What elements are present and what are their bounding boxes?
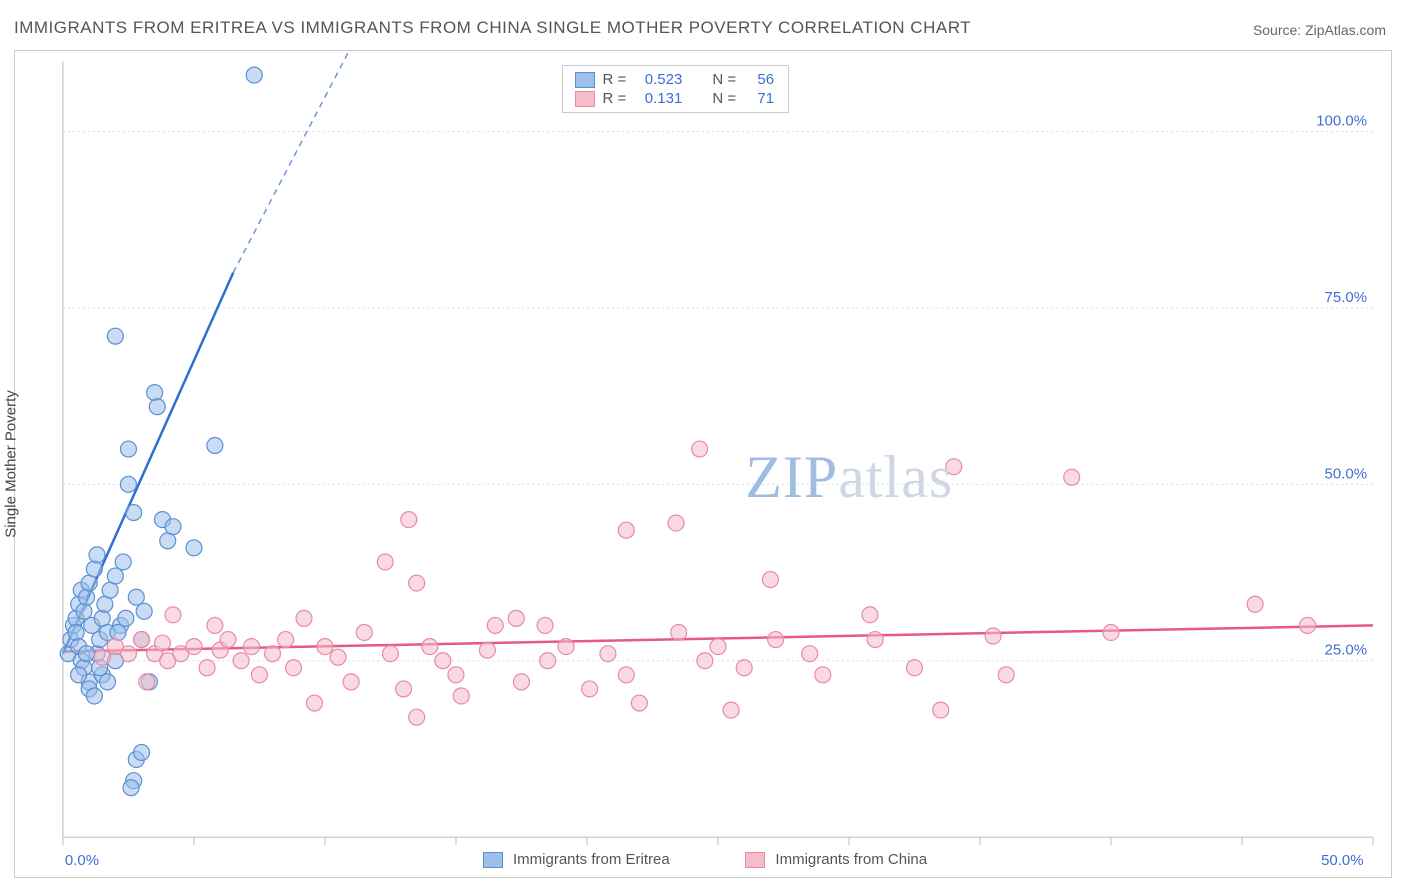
source-attribution: Source: ZipAtlas.com [1253,22,1386,38]
legend-label-china: Immigrants from China [775,851,927,868]
chart-title: IMMIGRANTS FROM ERITREA VS IMMIGRANTS FR… [14,18,971,38]
plot-frame: Single Mother Poverty 25.0%50.0%75.0%100… [14,50,1392,878]
svg-text:100.0%: 100.0% [1316,113,1367,130]
svg-text:50.0%: 50.0% [1321,852,1363,869]
source-value: ZipAtlas.com [1305,22,1386,38]
svg-text:25.0%: 25.0% [1325,642,1367,659]
legend-swatch-china [745,852,765,868]
stats-legend: R =0.523N =56R =0.131N =71 [562,65,790,113]
legend-swatch-eritrea [483,852,503,868]
legend-label-eritrea: Immigrants from Eritrea [513,851,670,868]
chart-container: IMMIGRANTS FROM ERITREA VS IMMIGRANTS FR… [0,0,1406,892]
scatter-plot: 25.0% 50.0% 75.0% 100.0% 0.0% 50.0% [15,51,1391,877]
legend-item-eritrea: Immigrants from Eritrea [483,851,670,868]
legend-item-china: Immigrants from China [745,851,927,868]
svg-text:75.0%: 75.0% [1325,289,1367,306]
source-label: Source: [1253,22,1301,38]
svg-text:0.0%: 0.0% [65,852,99,869]
svg-text:50.0%: 50.0% [1325,465,1367,482]
